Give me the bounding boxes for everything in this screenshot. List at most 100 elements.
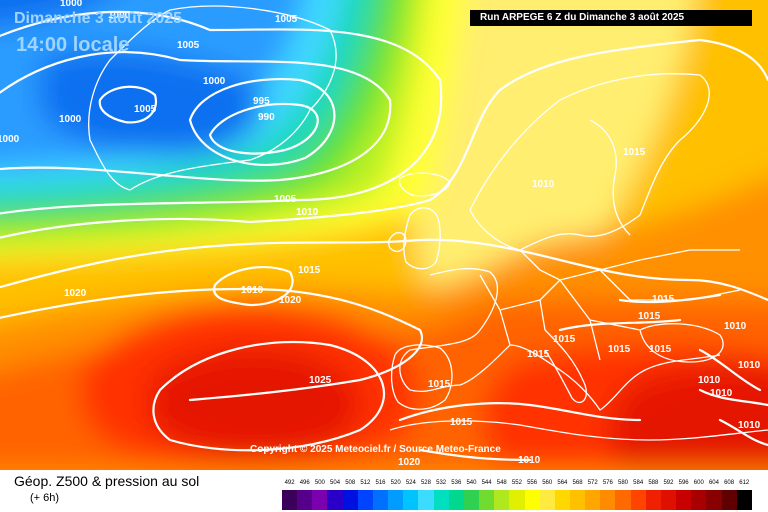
- black-sea-coast: [639, 323, 724, 363]
- legend-panel: Géop. Z500 & pression au sol (+ 6h) 492 4…: [0, 470, 768, 512]
- scale-value: 492: [284, 480, 295, 486]
- field-deep-blue: [40, 49, 262, 156]
- scale-swatch: [676, 490, 692, 510]
- scale-swatch: [539, 490, 555, 510]
- isobar-1015-east: [558, 293, 722, 332]
- scale-value: 524: [405, 480, 416, 486]
- scale-swatch: [463, 490, 480, 510]
- scale-value: 576: [602, 480, 613, 486]
- scale-swatch: [418, 490, 434, 510]
- isobar-label: 1015: [450, 417, 473, 428]
- legend-subtitle: (+ 6h): [30, 492, 60, 504]
- scale-value: 508: [345, 480, 356, 486]
- isobars: [0, 10, 768, 462]
- isobar-label: 1025: [309, 375, 332, 386]
- scale-value: 568: [572, 480, 583, 486]
- field-deep-red-2: [609, 365, 768, 470]
- scale-value: 564: [557, 480, 568, 486]
- isobar-1020: [0, 287, 423, 402]
- scale-swatch: [554, 490, 570, 510]
- scale-swatch: [736, 490, 752, 510]
- scale-swatch: [645, 490, 661, 510]
- isobar-label: 1000: [60, 0, 83, 9]
- scale-swatch: [388, 490, 404, 510]
- scale-swatch: [342, 490, 358, 510]
- scale-swatch: [509, 490, 525, 510]
- isobar-label: 1010: [738, 360, 761, 371]
- scale-swatch: [615, 490, 631, 510]
- isobar-label: 995: [253, 96, 270, 107]
- scandinavia-coast: [469, 73, 710, 251]
- isobar-label: 1015: [638, 311, 661, 322]
- scale-value: 500: [314, 480, 325, 486]
- scale-swatch: [433, 490, 449, 510]
- scale-swatch: [585, 490, 601, 510]
- isobar-label: 1020: [279, 295, 302, 306]
- scale-value: 592: [663, 480, 674, 486]
- europe-coast: [399, 267, 721, 411]
- greenland-coast: [88, 5, 337, 191]
- copyright-notice: Copyright © 2025 Meteociel.fr / Source M…: [250, 444, 501, 455]
- isobar-labels: 1000 1005 1000 1005 1000 995 990 1000 10…: [0, 0, 761, 468]
- scale-value: 604: [708, 480, 719, 486]
- scale-swatch: [706, 490, 722, 510]
- scale-swatch: [372, 490, 389, 510]
- isobar-label: 1015: [649, 344, 672, 355]
- scale-value: 560: [542, 480, 553, 486]
- isobar-label: 1020: [398, 457, 421, 468]
- isobar-label: 1000: [108, 10, 131, 21]
- iceland-coast: [398, 172, 451, 197]
- scale-value: 608: [724, 480, 735, 486]
- isobar-label: 1005: [134, 104, 157, 115]
- isobar-label: 1015: [608, 344, 631, 355]
- isobar-label: 1000: [0, 134, 20, 145]
- scale-value: 512: [360, 480, 371, 486]
- scale-swatch: [494, 490, 510, 510]
- scale-swatch: [721, 490, 737, 510]
- scale-value: 552: [511, 480, 522, 486]
- scale-swatch: [660, 490, 677, 510]
- valid-date: Dimanche 3 août 2025: [14, 10, 183, 27]
- scale-value: 504: [330, 480, 341, 486]
- isobar-1015: [0, 238, 768, 302]
- isobar-1015-south: [398, 402, 642, 422]
- isobar-label: 1010: [724, 321, 747, 332]
- scale-swatch: [403, 490, 419, 510]
- scale-swatch: [282, 490, 298, 510]
- field-pale-yellow: [411, 0, 696, 318]
- isobar-label: 1005: [177, 40, 200, 51]
- isobar-label: 1010: [710, 388, 733, 399]
- scale-swatch: [357, 490, 373, 510]
- isobar-1005: [0, 10, 443, 215]
- country-borders: [479, 249, 741, 361]
- iberia-coast: [390, 344, 453, 410]
- field-deep-blue-2: [0, 0, 101, 26]
- isobar-995: [188, 78, 336, 166]
- isobar-label: 1015: [623, 147, 646, 158]
- isobar-1010: [0, 38, 768, 239]
- scale-value: 600: [693, 480, 704, 486]
- isobar-label: 1010: [241, 285, 264, 296]
- scale-value: 520: [390, 480, 401, 486]
- scale-value: 588: [648, 480, 659, 486]
- z500-color-field: [0, 0, 768, 470]
- scale-swatch: [297, 490, 313, 510]
- scale-value: 584: [633, 480, 644, 486]
- scale-swatch: [630, 490, 646, 510]
- isobar-label: 990: [258, 112, 275, 123]
- forecast-map: 1000 1005 1000 1005 1000 995 990 1000 10…: [0, 0, 768, 470]
- scale-swatch: [569, 490, 586, 510]
- valid-time: 14:00 locale: [16, 34, 130, 56]
- color-scale: 492 496 500 504 508 512 516 520 524 528 532 536 540 5…: [282, 478, 752, 510]
- isobar-label: 1015: [428, 379, 451, 390]
- scale-swatch: [524, 490, 540, 510]
- map-canvas: 1000 1005 1000 1005 1000 995 990 1000 10…: [0, 0, 768, 470]
- scale-swatch: [691, 490, 707, 510]
- isobar-990: [208, 103, 319, 155]
- isobar-label: 1015: [652, 294, 675, 305]
- coastlines: [88, 5, 768, 441]
- scale-swatch: [448, 490, 464, 510]
- italy-coast: [544, 329, 587, 403]
- scale-value: 548: [496, 480, 507, 486]
- isobar-label: 1010: [738, 420, 761, 431]
